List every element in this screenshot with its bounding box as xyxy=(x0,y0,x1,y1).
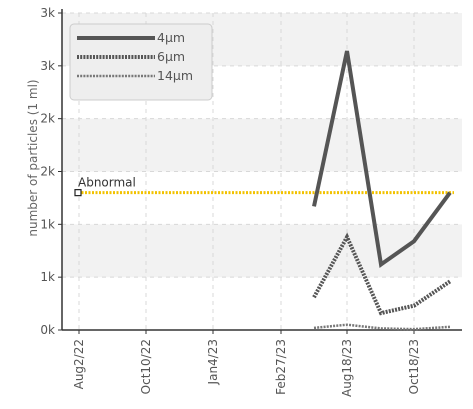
threshold-line-group: Abnormal xyxy=(74,176,454,197)
series-line-0 xyxy=(312,50,452,268)
legend: 4μm 6μm 14μm xyxy=(69,23,213,101)
y-tick-label: 2k xyxy=(40,112,55,126)
y-axis-title: number of particles (1 ml) xyxy=(26,79,40,236)
x-tick-label: Feb27/23 xyxy=(274,339,288,395)
series-line-1 xyxy=(312,232,452,316)
x-tick-label: Aug18/23 xyxy=(340,339,354,397)
plot-band xyxy=(62,224,462,278)
threshold-marker xyxy=(74,189,82,197)
legend-box xyxy=(69,23,213,101)
x-tick-label: Oct10/22 xyxy=(139,339,153,394)
threshold-label: Abnormal xyxy=(78,176,136,190)
x-tick-label: Jan4/23 xyxy=(206,339,220,385)
legend-label-0: 4μm xyxy=(157,30,185,45)
legend-label-1: 6μm xyxy=(157,49,185,64)
plot-band xyxy=(62,118,462,172)
y-tick-label: 2k xyxy=(40,165,55,179)
series-line-2 xyxy=(313,323,451,331)
y-tick-label: 0k xyxy=(40,323,55,337)
y-tick-label: 1k xyxy=(40,217,55,231)
series-lines xyxy=(312,50,452,331)
y-tick-label: 3k xyxy=(40,6,55,20)
x-tick-label: Aug2/22 xyxy=(72,339,86,389)
axes xyxy=(58,9,462,334)
plot-band xyxy=(62,277,462,330)
legend-label-2: 14μm xyxy=(157,68,193,83)
x-tick-label: Oct18/23 xyxy=(407,339,421,394)
y-tick-label: 1k xyxy=(40,270,55,284)
y-tick-label: 3k xyxy=(40,59,55,73)
x-tick-labels: Aug2/22 Oct10/22 Jan4/23 Feb27/23 Aug18/23 Oc… xyxy=(72,339,421,397)
y-tick-labels: 0k 1k 1k 2k 2k 3k 3k xyxy=(40,6,55,337)
plot-band xyxy=(62,171,462,225)
